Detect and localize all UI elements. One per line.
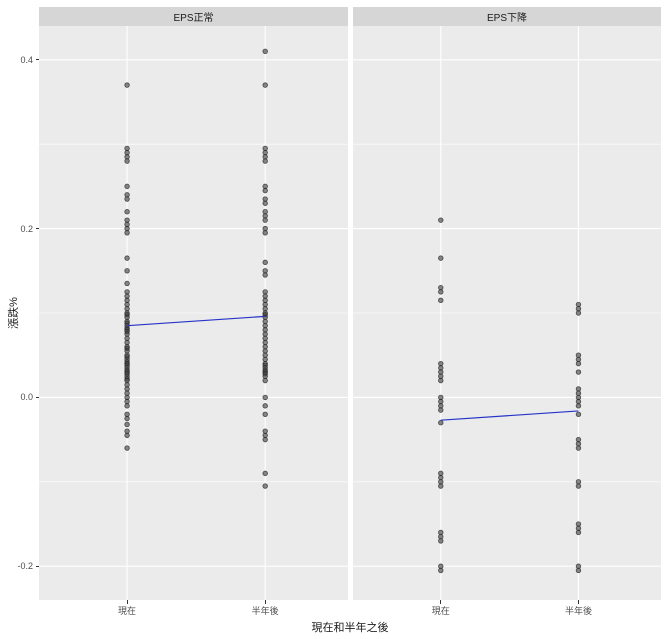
data-point xyxy=(262,187,268,194)
data-point xyxy=(124,403,130,409)
data-point xyxy=(575,411,582,417)
data-point xyxy=(262,436,268,443)
x-tick-mark xyxy=(577,600,579,604)
data-point xyxy=(262,272,268,278)
y-axis-title: 漲跌% xyxy=(8,297,20,329)
data-point xyxy=(124,268,130,274)
data-point xyxy=(124,82,130,88)
data-point xyxy=(575,529,582,536)
data-point xyxy=(124,280,130,287)
y-tick-mark xyxy=(35,565,39,567)
data-point xyxy=(262,377,268,384)
x-tick-mark xyxy=(264,600,266,604)
x-tick-label: 半年後 xyxy=(251,606,279,616)
facet-strip-label: EPS正常 xyxy=(173,13,214,24)
panel-eps-decline xyxy=(353,26,661,600)
x-tick-label: 現在 xyxy=(118,606,137,616)
data-point xyxy=(262,48,268,55)
data-point xyxy=(438,567,444,574)
data-point xyxy=(438,538,444,544)
facet-strip-label: EPS下降 xyxy=(486,13,527,24)
data-point xyxy=(575,403,582,409)
data-point xyxy=(262,200,268,206)
data-point xyxy=(438,217,444,223)
y-tick-mark xyxy=(35,59,39,61)
x-tick-label: 現在 xyxy=(431,606,450,616)
x-tick-label: 半年後 xyxy=(564,606,592,616)
data-point xyxy=(575,567,582,574)
data-point xyxy=(262,259,268,266)
data-point xyxy=(124,432,130,439)
data-point xyxy=(262,394,268,401)
facet-strip-eps-normal: EPS正常 xyxy=(39,7,348,26)
data-point xyxy=(262,483,268,489)
y-tick-mark xyxy=(35,396,39,398)
data-point xyxy=(124,230,130,236)
data-point xyxy=(124,209,130,215)
data-point xyxy=(262,230,268,236)
data-point xyxy=(438,255,444,261)
data-point xyxy=(262,158,268,164)
data-point xyxy=(124,183,130,190)
data-point xyxy=(262,217,268,223)
data-point xyxy=(262,82,268,88)
x-tick-mark xyxy=(440,600,442,604)
data-point xyxy=(438,420,444,426)
data-point xyxy=(438,377,444,384)
y-tick-label: -0.2 xyxy=(17,561,33,572)
data-point xyxy=(262,403,268,409)
data-point xyxy=(575,369,582,375)
y-tick-label: 0.0 xyxy=(20,392,33,403)
x-axis-title: 現在和半年之後 xyxy=(311,622,389,634)
x-tick-mark xyxy=(126,600,128,604)
data-point xyxy=(262,411,268,417)
data-point xyxy=(575,445,582,451)
data-point xyxy=(124,255,130,261)
data-point xyxy=(124,445,130,451)
data-point xyxy=(438,407,444,413)
data-point xyxy=(438,289,444,295)
data-point xyxy=(575,360,582,367)
data-point xyxy=(124,421,130,428)
panel-eps-normal xyxy=(39,26,348,600)
data-point xyxy=(124,158,130,164)
data-point xyxy=(262,470,268,477)
y-tick-label: 0.4 xyxy=(20,54,33,65)
y-tick-label: 0.2 xyxy=(20,223,33,234)
data-point xyxy=(438,297,444,304)
facet-strip-eps-decline: EPS下降 xyxy=(353,7,661,26)
data-point xyxy=(575,483,582,489)
trend-line xyxy=(440,410,579,421)
data-point xyxy=(575,310,582,316)
data-point xyxy=(124,196,130,202)
data-point xyxy=(124,415,130,422)
trend-line xyxy=(127,315,266,327)
data-point xyxy=(438,483,444,489)
y-tick-mark xyxy=(35,228,39,230)
